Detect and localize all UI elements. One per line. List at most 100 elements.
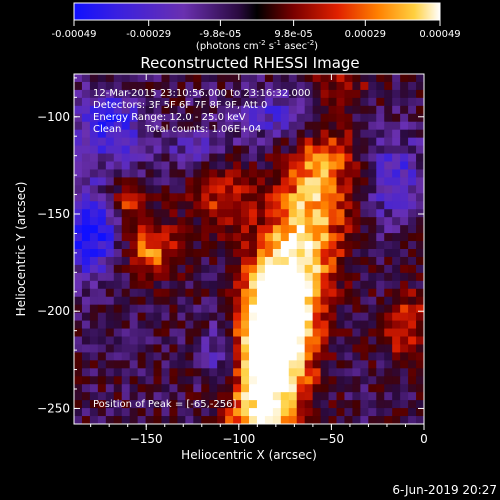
heatmap-cell <box>225 105 234 115</box>
heatmap-cell <box>249 233 258 242</box>
heatmap-cell <box>161 408 171 417</box>
heatmap-cell <box>296 264 306 274</box>
heatmap-cell <box>336 185 346 194</box>
heatmap-cell <box>193 288 202 298</box>
heatmap-cell <box>368 209 377 218</box>
heatmap-cell <box>161 376 171 385</box>
heatmap-cell <box>352 360 361 369</box>
heatmap-cell <box>328 97 338 107</box>
heatmap-cell <box>137 121 147 131</box>
heatmap-cell <box>193 336 202 346</box>
heatmap-cell <box>328 288 338 298</box>
heatmap-cell <box>416 304 424 314</box>
heatmap-cell <box>368 336 377 346</box>
heatmap-cell <box>129 264 139 274</box>
heatmap-cell <box>105 177 115 186</box>
heatmap-cell <box>89 344 99 353</box>
heatmap-cell <box>121 384 131 393</box>
heatmap-cell <box>368 193 377 202</box>
heatmap-cell <box>121 336 131 346</box>
heatmap-cell <box>352 384 361 393</box>
heatmap-cell <box>280 153 290 163</box>
heatmap-cell <box>280 304 290 314</box>
heatmap-cell <box>225 209 234 218</box>
heatmap-cell <box>145 209 155 218</box>
heatmap-cell <box>272 272 282 282</box>
heatmap-cell <box>233 241 242 250</box>
heatmap-cell <box>89 81 99 91</box>
heatmap-cell <box>161 344 171 353</box>
heatmap-cell <box>256 256 266 266</box>
heatmap-cell <box>360 312 369 322</box>
heatmap-cell <box>201 209 210 218</box>
heatmap-cell <box>209 137 218 147</box>
heatmap-cell <box>296 344 306 353</box>
heatmap-cell <box>328 74 338 83</box>
heatmap-cell <box>153 185 163 194</box>
heatmap-cell <box>336 177 346 186</box>
heatmap-cell <box>312 376 322 385</box>
heatmap-cell <box>81 209 91 218</box>
heatmap-cell <box>264 74 274 83</box>
heatmap-cell <box>145 344 155 353</box>
heatmap-cell <box>360 225 369 234</box>
heatmap-cell <box>392 169 401 178</box>
heatmap-cell <box>416 352 424 361</box>
heatmap-cell <box>344 225 353 234</box>
heatmap-cell <box>360 121 369 131</box>
heatmap-cell <box>400 368 409 377</box>
heatmap-cell <box>225 264 234 274</box>
heatmap-cell <box>256 384 266 393</box>
heatmap-cell <box>264 256 274 266</box>
heatmap-cell <box>185 201 194 210</box>
heatmap-cell <box>225 121 234 131</box>
heatmap-cell <box>233 169 242 178</box>
heatmap-cell <box>233 336 242 346</box>
heatmap-cell <box>81 264 91 274</box>
heatmap-cell <box>256 328 266 338</box>
heatmap-cell <box>74 121 83 131</box>
heatmap-cell <box>113 137 123 147</box>
heatmap-cell <box>416 328 424 338</box>
heatmap-cell <box>169 129 178 139</box>
heatmap-cell <box>153 320 163 330</box>
heatmap-cell <box>376 408 385 417</box>
heatmap-cell <box>328 336 338 346</box>
heatmap-cell <box>384 352 393 361</box>
heatmap-cell <box>360 304 369 314</box>
heatmap-cell <box>256 89 266 99</box>
heatmap-cell <box>185 185 194 194</box>
heatmap-cell <box>169 113 178 123</box>
heatmap-cell <box>153 97 163 107</box>
heatmap-cell <box>400 328 409 338</box>
heatmap-cell <box>344 272 353 282</box>
heatmap-cell <box>312 304 322 314</box>
heatmap-cell <box>288 113 298 123</box>
heatmap-cell <box>328 153 338 163</box>
heatmap-cell <box>328 201 338 210</box>
heatmap-cell <box>129 145 139 155</box>
heatmap-cell <box>169 249 178 258</box>
heatmap-cell <box>264 352 274 361</box>
heatmap-cell <box>320 97 330 107</box>
heatmap-cell <box>113 177 123 186</box>
heatmap-cell <box>217 392 226 401</box>
heatmap-cell <box>256 217 266 226</box>
heatmap-cell <box>312 81 322 91</box>
heatmap-cell <box>233 280 242 290</box>
heatmap-cell <box>201 177 210 186</box>
heatmap-cell <box>241 153 250 163</box>
heatmap-cell <box>392 153 401 163</box>
heatmap-cell <box>145 352 155 361</box>
heatmap-cell <box>201 153 210 163</box>
heatmap-cell <box>89 177 99 186</box>
heatmap-cell <box>153 201 163 210</box>
heatmap-cell <box>225 304 234 314</box>
heatmap-cell <box>169 280 178 290</box>
heatmap-cell <box>392 209 401 218</box>
heatmap-cell <box>177 121 186 131</box>
heatmap-cell <box>376 416 385 424</box>
heatmap-cell <box>384 233 393 242</box>
heatmap-cell <box>185 296 194 306</box>
heatmap-cell <box>137 328 147 338</box>
